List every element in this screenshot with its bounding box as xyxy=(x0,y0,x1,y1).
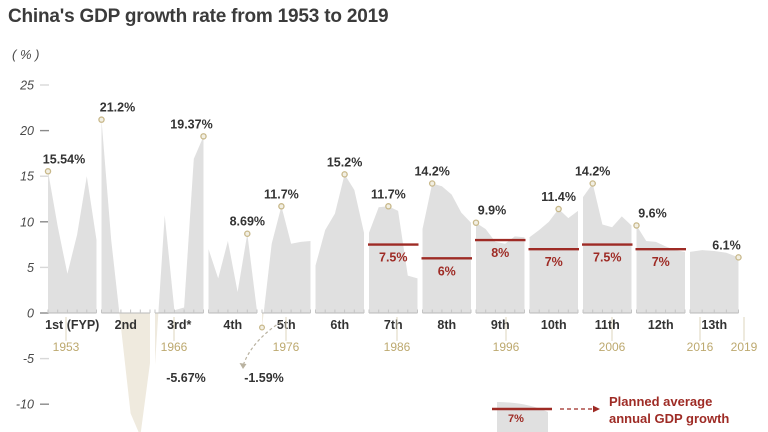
planned-growth-label: 6% xyxy=(438,264,456,278)
period-label: 7th xyxy=(384,318,403,332)
area-positive xyxy=(369,206,418,313)
area-negative xyxy=(101,313,150,432)
year-label: 1966 xyxy=(161,340,188,354)
y-tick-label: -5 xyxy=(23,352,34,366)
year-label: 2016 xyxy=(687,340,714,354)
area-positive xyxy=(636,225,685,313)
area-positive xyxy=(315,174,364,313)
peak-value-label: 11.4% xyxy=(541,190,576,204)
peak-value-label: 14.2% xyxy=(414,164,449,178)
value-labels: 15.54% 21.2% 19.37% 8.69% 11.7% 15.2% 11.7% 14.… xyxy=(43,101,741,385)
year-label: 1986 xyxy=(384,340,411,354)
period-label: 6th xyxy=(330,318,349,332)
year-label: 1976 xyxy=(273,340,300,354)
peak-marker xyxy=(200,133,207,140)
area-positive xyxy=(208,233,257,313)
y-tick-label: 5 xyxy=(27,261,34,275)
peak-value-label: 21.2% xyxy=(100,101,135,115)
peak-value-label: 15.2% xyxy=(327,155,362,169)
area-positive xyxy=(690,250,739,313)
peak-marker xyxy=(589,180,596,187)
planned-growth-label: 7% xyxy=(652,255,670,269)
area-positive xyxy=(529,209,578,313)
period-label: 8th xyxy=(437,318,456,332)
peak-marker xyxy=(735,254,742,261)
peak-markers xyxy=(44,116,742,331)
year-label: 1996 xyxy=(493,340,520,354)
legend-line-1: Planned average xyxy=(609,394,712,409)
planned-growth-label: 7.5% xyxy=(379,251,408,265)
x-axis-year-labels: 1953 1966 1976 1986 1996 2006 2016 2019 xyxy=(53,317,758,354)
peak-value-label: 15.54% xyxy=(43,152,85,166)
planned-growth-label: 7.5% xyxy=(593,251,622,265)
area-positive xyxy=(101,119,150,313)
peak-value-label: 6.1% xyxy=(712,238,741,252)
period-label: 10th xyxy=(541,318,567,332)
y-axis: 25 20 15 10 5 0 -5 -10 xyxy=(16,79,49,412)
annotation-arrows xyxy=(239,321,282,369)
trough-value-label: -5.67% xyxy=(166,371,206,385)
peak-marker xyxy=(44,168,52,175)
y-tick-label: 20 xyxy=(19,124,34,138)
peak-value-label: 9.9% xyxy=(478,204,507,218)
peak-value-label: 8.69% xyxy=(230,215,265,229)
peak-marker xyxy=(428,180,436,187)
legend: 7% Planned average annual GDP growth xyxy=(492,394,729,432)
y-axis-unit-label: ( % ) xyxy=(12,47,40,62)
peak-marker xyxy=(633,222,640,229)
planned-growth-label: 7% xyxy=(545,255,563,269)
peak-marker xyxy=(385,203,392,210)
period-label: 12th xyxy=(648,318,674,332)
peak-marker xyxy=(278,203,285,210)
y-tick-label: 15 xyxy=(20,170,34,184)
area-positive xyxy=(583,183,632,313)
area-positive xyxy=(422,183,471,313)
area-positive xyxy=(48,171,97,313)
y-tick-label: -10 xyxy=(16,398,34,412)
year-label: 1953 xyxy=(53,340,80,354)
y-tick-label: 10 xyxy=(20,215,34,229)
y-tick-label: 25 xyxy=(19,79,34,93)
period-label: 9th xyxy=(491,318,510,332)
area-series-group xyxy=(48,119,739,432)
peak-marker xyxy=(341,171,348,178)
year-label: 2019 xyxy=(731,340,758,354)
low-marker xyxy=(259,324,266,331)
planned-growth-label: 8% xyxy=(491,246,509,260)
trough-value-label: -1.59% xyxy=(244,371,284,385)
peak-value-label: 11.7% xyxy=(371,187,406,201)
peak-marker xyxy=(555,205,562,213)
area-positive xyxy=(262,206,311,313)
period-label: 1st (FYP) xyxy=(45,318,99,332)
planned-growth-lines: 7.5% 6% 8% 7% 7.5% 7% xyxy=(368,238,686,278)
period-label: 2nd xyxy=(115,318,137,332)
annotation-arrowhead xyxy=(239,363,247,369)
peak-value-label: 9.6% xyxy=(638,206,667,220)
area-positive xyxy=(155,136,204,313)
period-label: 3rd* xyxy=(167,318,191,332)
page-title: China's GDP growth rate from 1953 to 201… xyxy=(8,6,389,27)
peak-value-label: 19.37% xyxy=(170,117,212,131)
x-axis-baseline xyxy=(47,309,739,314)
legend-plan-value: 7% xyxy=(508,413,524,425)
period-label: 13th xyxy=(701,318,727,332)
legend-arrowhead xyxy=(593,405,600,413)
peak-value-label: 11.7% xyxy=(264,187,299,201)
peak-value-label: 14.2% xyxy=(575,164,610,178)
y-tick-label: 0 xyxy=(27,307,34,321)
peak-marker xyxy=(472,219,480,226)
legend-line-2: annual GDP growth xyxy=(609,411,729,426)
period-label: 4th xyxy=(223,318,242,332)
area-positive xyxy=(476,222,525,313)
year-label: 2006 xyxy=(599,340,626,354)
period-label: 11th xyxy=(595,318,620,332)
peak-marker xyxy=(244,230,251,237)
peak-marker xyxy=(98,116,105,123)
